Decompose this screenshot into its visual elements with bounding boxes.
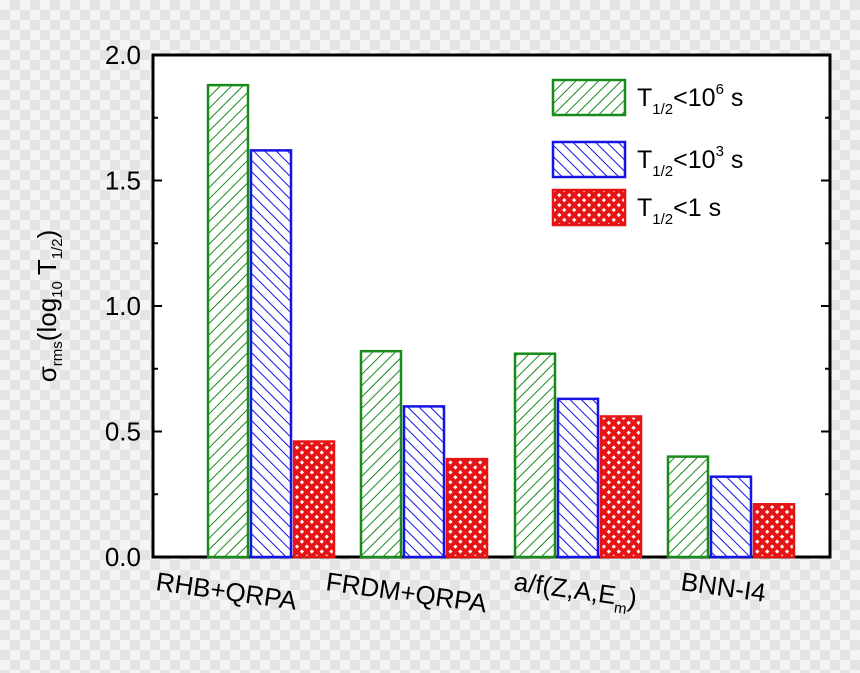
bar-series-3-frdm-qrpa [445,457,489,559]
legend-label: T1/2<106 s [637,81,743,118]
x-axis-labels: RHB+QRPA FRDM+QRPA a/f(Z,A,Em) BNN-I4 [154,566,768,619]
legend: T1/2<106 s T1/2<103 s T1/2<1 s [551,78,743,228]
bar-series-2-a-f-z-a-e [556,397,600,559]
bar-series-1-frdm-qrpa [359,349,403,559]
bars-group [206,83,796,559]
legend-label: T1/2<1 s [637,194,721,228]
x-category-label: FRDM+QRPA [324,566,489,618]
ylabel-open: (log [32,298,62,341]
bar-series-1-rhb-qrpa [206,83,250,559]
y-tick-label: 1.0 [105,291,141,321]
x-category-label: BNN-I4 [679,566,768,608]
bar-series-3-a-f-z-a-e [599,415,643,559]
y-axis-title: σrms(log10 T1/2) [32,230,66,383]
bar-series-1-a-f-z-a-e [513,352,557,559]
y-tick-label: 0.0 [105,542,141,572]
legend-swatch [551,78,627,117]
bar-series-2-frdm-qrpa [402,405,446,559]
y-tick-label: 1.5 [105,166,141,196]
ylabel-close: ) [32,230,62,239]
bar-series-3-bnn-i4 [752,503,796,559]
ylabel-T: T [32,259,62,275]
y-tick-label: 0.5 [105,417,141,447]
bar-series-2-bnn-i4 [709,475,753,559]
bar-series-3-rhb-qrpa [292,440,336,559]
y-tick-label: 2.0 [105,40,141,70]
ylabel-sigma: σ [32,366,62,382]
x-category-label: a/f(Z,A,Em) [511,566,639,619]
x-category-label: RHB+QRPA [154,566,299,616]
legend-swatch [551,140,627,179]
legend-swatch [551,188,627,227]
legend-label: T1/2<103 s [637,143,743,180]
bar-series-1-bnn-i4 [666,455,710,559]
ylabel-rms: rms [49,341,66,366]
ylabel-half: 1/2 [49,238,66,259]
bar-series-2-rhb-qrpa [249,149,293,559]
ylabel-ten: 10 [49,281,66,298]
svg-text:σrms(log10T1/2): σrms(log10 T1/2) [32,230,66,383]
y-axis: 0.0 0.5 1.0 1.5 2.0 [105,40,830,572]
